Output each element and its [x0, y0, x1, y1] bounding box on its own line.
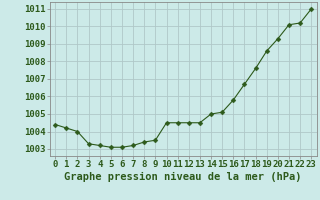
X-axis label: Graphe pression niveau de la mer (hPa): Graphe pression niveau de la mer (hPa)	[64, 172, 302, 182]
